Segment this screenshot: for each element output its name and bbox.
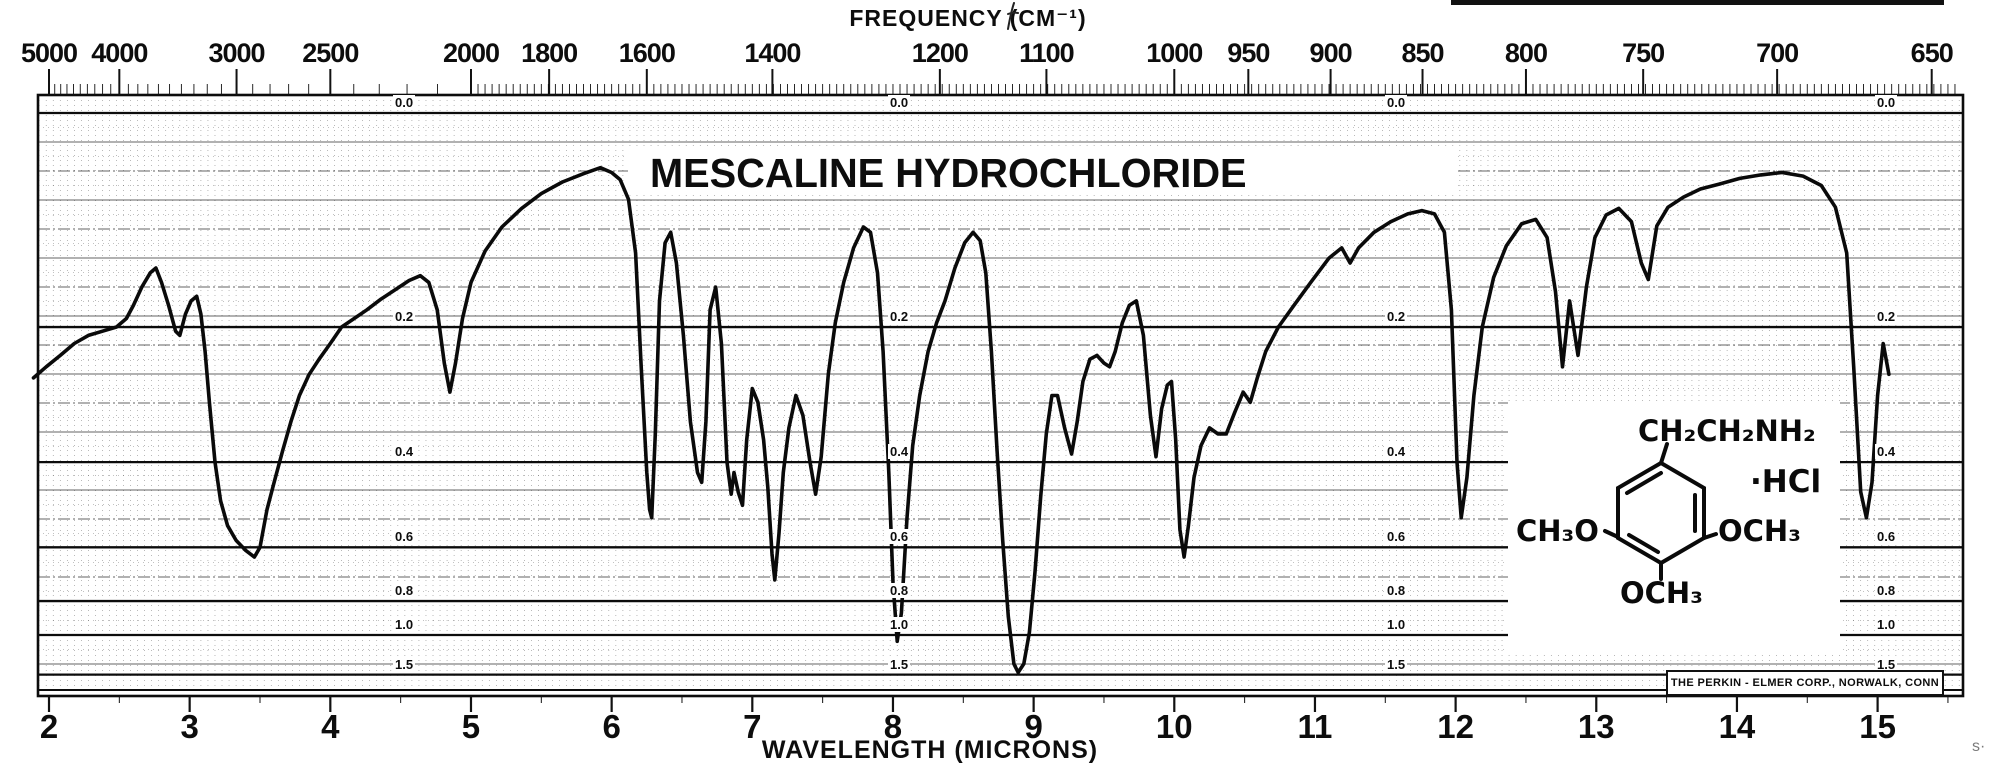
wavelength-tick-label: 9: [1024, 708, 1043, 745]
absorbance-label: 0.0: [1385, 95, 1408, 110]
frequency-tick-label: 1200: [911, 38, 969, 68]
absorbance-label: 0.0: [888, 95, 911, 110]
frequency-tick-label: 850: [1401, 38, 1444, 68]
frequency-tick-label: 1800: [521, 38, 578, 68]
structure-left-substituent: CH₃O: [1516, 514, 1599, 548]
absorbance-label: 1.0: [888, 617, 911, 632]
absorbance-label: 1.5: [1875, 656, 1898, 672]
absorbance-label: 0.8: [1875, 583, 1898, 599]
wavelength-tick-label: 11: [1297, 708, 1333, 745]
structure-chain-label: CH₂CH₂NH₂: [1638, 414, 1816, 448]
compound-title: MESCALINE HYDROCHLORIDE: [650, 150, 1247, 196]
wavelength-tick-label: 5: [461, 708, 481, 745]
wavelength-tick-label: 2: [39, 708, 59, 745]
frequency-axis-title: FREQUENCY (CM⁻¹): [849, 5, 1087, 31]
frequency-tick-label: 1600: [618, 38, 676, 68]
frequency-tick-label: 800: [1504, 38, 1548, 68]
wavelength-tick-label: 14: [1718, 708, 1756, 745]
benzene-ring-drawing: [1603, 442, 1718, 581]
chemical-structure-box: CH₂CH₂NH₂ ·HCl CH₃O OCH₃ OCH₃: [1508, 402, 1840, 652]
frequency-tick-label: 650: [1910, 38, 1954, 68]
frequency-tick-label: 4000: [91, 38, 148, 68]
ir-trace: [31, 165, 1891, 675]
absorbance-label: 1.5: [1385, 656, 1408, 672]
wavelength-tick-label: 13: [1577, 708, 1615, 745]
frequency-tick-label: 750: [1622, 38, 1665, 68]
absorbance-label: 0.4: [393, 444, 416, 460]
absorbance-label: 0.6: [1875, 529, 1898, 545]
absorbance-label: 0.0: [393, 95, 416, 110]
frequency-tick-label: 950: [1227, 38, 1270, 68]
absorbance-label: 0.4: [888, 444, 911, 460]
wavelength-tick-label: 7: [743, 708, 762, 745]
frequency-tick-label: 2000: [442, 38, 500, 68]
wavelength-tick-label: 15: [1859, 708, 1896, 745]
absorbance-label: 0.2: [888, 309, 911, 325]
absorbance-label: 1.5: [393, 656, 416, 672]
absorbance-label: 0.8: [393, 583, 416, 599]
credit-text: THE PERKIN - ELMER CORP., NORWALK, CONN: [1670, 677, 1940, 689]
wavelength-tick-label: 3: [180, 708, 199, 745]
absorbance-label: 1.0: [393, 617, 416, 632]
absorbance-label: 1.5: [888, 656, 911, 672]
scan-artifact-dots: ѕ·: [1972, 738, 1986, 755]
wavelength-tick-label: 8: [883, 708, 903, 745]
absorbance-label: 0.4: [1875, 444, 1898, 460]
structure-bottom-substituent: OCH₃: [1620, 576, 1703, 610]
title-box: MESCALINE HYDROCHLORIDE: [628, 150, 1458, 196]
frequency-tick-label: 900: [1309, 38, 1353, 68]
frequency-tick-label: 2500: [302, 38, 359, 68]
wavelength-tick-label: 4: [321, 708, 340, 745]
credit-box: THE PERKIN - ELMER CORP., NORWALK, CONN: [1666, 670, 1944, 696]
structure-right-substituent: OCH₃: [1718, 514, 1801, 548]
wavelength-tick-label: 10: [1155, 708, 1193, 745]
absorbance-label: 0.2: [1875, 309, 1898, 325]
absorbance-label: 1.0: [1385, 617, 1408, 632]
absorbance-label: 0.6: [888, 529, 911, 545]
frequency-tick-label: 1400: [744, 38, 801, 68]
wavelength-tick-label: 6: [602, 708, 621, 745]
structure-salt-label: ·HCl: [1750, 464, 1822, 500]
frequency-tick-label: 5000: [20, 38, 78, 68]
absorbance-label: 0.6: [1385, 529, 1408, 545]
frequency-tick-label: 1100: [1019, 38, 1075, 68]
frequency-tick-label: 3000: [208, 38, 266, 68]
wavelength-tick-label: 12: [1437, 708, 1474, 745]
wavelength-axis-title: WAVELENGTH (MICRONS): [761, 736, 1099, 764]
absorbance-label: 0.2: [1385, 309, 1408, 325]
scan-artifact-bar: [1451, 0, 1944, 5]
absorbance-label: 0.6: [393, 529, 416, 545]
absorbance-label: 0.8: [888, 583, 911, 599]
absorbance-label: 0.0: [1875, 95, 1898, 110]
frequency-tick-label: 700: [1756, 38, 1799, 68]
absorbance-label: 0.4: [1385, 444, 1408, 460]
handwritten-mark: [1007, 2, 1019, 30]
absorbance-label: 0.2: [393, 309, 416, 325]
absorbance-label: 1.0: [1875, 617, 1898, 632]
frequency-tick-label: 1000: [1146, 38, 1203, 68]
absorbance-label: 0.8: [1385, 583, 1408, 599]
